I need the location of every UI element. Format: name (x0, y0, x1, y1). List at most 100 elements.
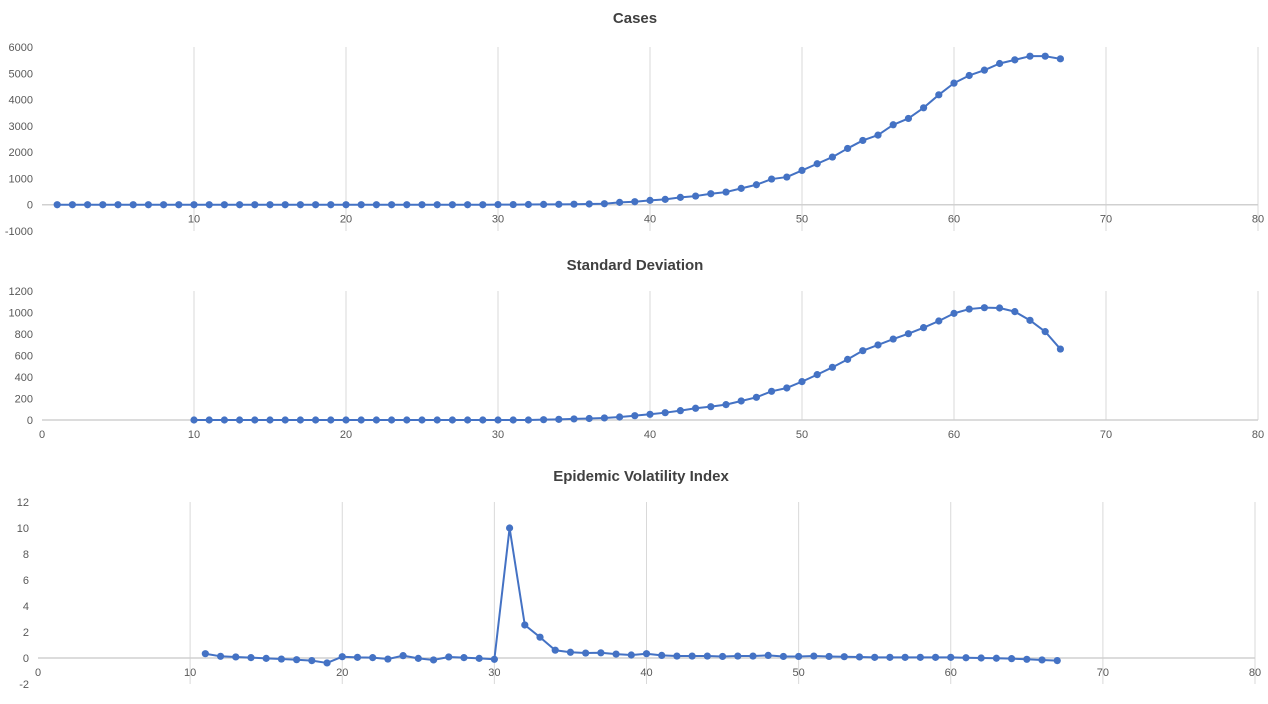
y-tick-label: 200 (15, 394, 33, 406)
data-point-x63 (992, 654, 1000, 662)
data-point-x24 (403, 416, 411, 424)
y-tick-label: 1200 (9, 286, 33, 298)
data-point-x67 (1056, 55, 1064, 63)
data-point-x61 (962, 654, 970, 662)
data-point-x14 (247, 654, 255, 662)
data-point-x53 (844, 355, 852, 363)
data-point-x38 (612, 650, 620, 658)
data-point-x6 (129, 201, 137, 209)
data-point-x5 (114, 201, 122, 209)
data-point-x43 (688, 652, 696, 660)
y-tick-label: 10 (17, 523, 29, 535)
x-tick-label: 60 (948, 214, 960, 226)
x-tick-label: 10 (188, 429, 200, 441)
data-point-x58 (920, 324, 928, 332)
y-tick-label: 400 (15, 372, 33, 384)
data-point-x13 (236, 201, 244, 209)
data-point-x38 (616, 413, 624, 421)
data-point-x19 (323, 659, 331, 667)
data-point-x62 (980, 66, 989, 74)
data-point-x58 (920, 104, 928, 112)
data-point-x20 (342, 416, 350, 424)
standard-deviation-chart-title: Standard Deviation (567, 257, 704, 274)
data-point-x25 (418, 201, 426, 209)
data-point-x28 (464, 201, 472, 209)
data-point-x67 (1053, 657, 1061, 665)
y-tick-label: 0 (23, 653, 29, 665)
data-point-x19 (327, 416, 335, 424)
data-point-x61 (965, 71, 973, 80)
x-tick-label: 0 (35, 667, 41, 679)
data-point-x33 (540, 416, 548, 424)
x-tick-label: 70 (1097, 667, 1109, 679)
data-point-x52 (828, 363, 837, 371)
data-point-x47 (749, 652, 757, 660)
data-point-x49 (783, 173, 791, 181)
data-point-x41 (658, 651, 666, 660)
data-point-x30 (490, 655, 498, 663)
data-point-x18 (312, 201, 320, 209)
x-tick-label: 80 (1252, 214, 1264, 226)
data-point-x49 (783, 384, 791, 392)
data-point-x44 (703, 652, 711, 660)
data-point-x57 (904, 114, 913, 123)
y-tick-label: 6 (23, 575, 29, 587)
data-point-x23 (384, 655, 392, 663)
data-point-x67 (1056, 345, 1064, 353)
x-tick-label: 20 (340, 429, 352, 441)
data-point-x42 (673, 652, 681, 660)
y-tick-label: 6000 (9, 42, 33, 54)
data-point-x45 (722, 188, 730, 196)
y-tick-label: 12 (17, 497, 29, 509)
data-point-x60 (947, 653, 955, 661)
data-point-x46 (737, 184, 745, 192)
data-point-x61 (965, 305, 973, 313)
data-point-x33 (540, 200, 548, 208)
data-point-x34 (551, 646, 559, 654)
data-point-x40 (642, 650, 651, 658)
data-point-x11 (205, 201, 213, 209)
series-line (194, 306, 1062, 421)
data-point-x35 (570, 415, 578, 423)
data-point-x50 (795, 652, 803, 661)
data-point-x41 (661, 195, 669, 203)
cases-chart: Cases -1000 0 1000 2000 3000 4000 5000 6000 10 20… (5, 10, 1264, 238)
data-point-x18 (312, 416, 320, 424)
data-point-x48 (768, 175, 776, 183)
y-tick-label: 2000 (9, 147, 33, 159)
data-point-x24 (403, 201, 411, 209)
data-point-x39 (627, 651, 635, 659)
y-tick-label: -2 (19, 679, 29, 691)
data-point-x30 (494, 416, 502, 424)
cases-chart-title: Cases (613, 10, 657, 27)
data-point-x66 (1041, 52, 1049, 60)
data-point-x14 (251, 416, 259, 424)
data-point-x43 (692, 192, 700, 200)
data-point-x37 (600, 414, 609, 422)
data-point-x21 (353, 653, 362, 661)
data-point-x29 (479, 201, 487, 209)
data-point-x10 (190, 416, 198, 424)
x-tick-label: 60 (948, 429, 960, 441)
data-point-x14 (251, 201, 259, 209)
x-tick-label: 70 (1100, 214, 1112, 226)
data-point-x55 (874, 131, 882, 139)
data-point-x12 (220, 201, 228, 209)
data-point-x27 (448, 201, 456, 209)
x-tick-label: 50 (796, 214, 808, 226)
data-point-x54 (859, 347, 867, 355)
data-point-x42 (676, 407, 685, 415)
data-point-x28 (464, 416, 472, 424)
data-point-x53 (840, 653, 848, 661)
standard-deviation-chart: Standard Deviation 020040060080010001200… (9, 257, 1265, 441)
data-point-x59 (935, 317, 943, 325)
x-tick-label: 60 (945, 667, 957, 679)
x-tick-label: 10 (188, 214, 200, 226)
data-point-x11 (201, 650, 209, 658)
data-point-x50 (798, 378, 806, 386)
data-point-x56 (889, 335, 897, 343)
data-point-x48 (764, 651, 772, 660)
data-point-x64 (1011, 308, 1019, 316)
data-point-x32 (524, 200, 533, 209)
data-point-x37 (600, 200, 609, 208)
